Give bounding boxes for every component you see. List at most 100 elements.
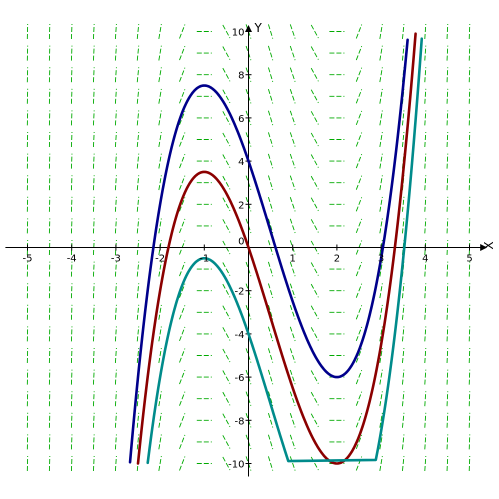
slope-segment	[468, 196, 471, 212]
slope-segment	[179, 391, 186, 406]
slope-segment	[179, 218, 186, 234]
slope-segment	[136, 196, 140, 212]
slope-segment	[179, 89, 186, 104]
slope-segment	[310, 327, 319, 341]
slope-segment	[379, 153, 383, 169]
slope-segment	[289, 413, 296, 428]
slope-segment	[114, 45, 117, 61]
slope-segment	[446, 455, 449, 472]
slope-segment	[267, 45, 274, 61]
x-axis-arrowhead	[480, 244, 488, 251]
slope-segment	[289, 197, 296, 212]
slope-segment	[92, 88, 95, 104]
slope-segment	[468, 23, 471, 40]
slope-segment	[355, 434, 363, 450]
slope-segment	[424, 45, 427, 61]
slope-segment	[70, 434, 73, 450]
slope-segment	[355, 369, 363, 385]
slope-segment	[379, 304, 383, 320]
slope-segment	[402, 45, 405, 61]
slope-segment	[136, 45, 140, 61]
slope-segment	[310, 67, 319, 82]
slope-segment	[267, 196, 274, 212]
slope-segment	[114, 153, 117, 169]
slope-segment	[402, 304, 405, 320]
slope-segment	[70, 196, 73, 212]
slope-segment	[70, 88, 73, 104]
slope-segment	[289, 326, 296, 342]
slope-segment	[136, 88, 140, 104]
slope-segment	[468, 175, 471, 191]
slope-segment	[92, 455, 95, 472]
slope-segment	[222, 197, 231, 212]
slope-segment	[179, 175, 186, 190]
solution-curves-layer	[128, 32, 424, 465]
slope-segment	[468, 131, 471, 148]
slope-segment	[222, 456, 231, 471]
slope-segment	[402, 110, 405, 126]
slope-segment	[179, 132, 186, 147]
slope-segment	[114, 175, 117, 191]
slope-segment	[310, 111, 319, 125]
slope-segment	[310, 391, 319, 406]
slope-segment	[468, 304, 471, 320]
slope-segment	[402, 434, 405, 450]
slope-segment	[446, 45, 449, 61]
slope-segment	[158, 67, 162, 83]
slope-segment	[424, 347, 427, 364]
slope-segment	[267, 304, 274, 320]
slope-segment	[424, 67, 427, 83]
slope-segment	[222, 413, 231, 428]
slope-segment	[92, 175, 95, 191]
slope-segment	[70, 175, 73, 191]
slope-segment	[310, 132, 319, 147]
slope-segment	[92, 153, 95, 169]
slope-segment	[158, 434, 162, 450]
slope-segment	[136, 391, 140, 407]
y-tick-label: 2	[238, 200, 244, 211]
slope-segment	[402, 23, 405, 40]
slope-segment	[402, 326, 405, 342]
slope-segment	[92, 196, 95, 212]
slope-segment	[379, 326, 383, 342]
slope-segment	[222, 111, 231, 125]
slope-segment	[402, 369, 405, 385]
slope-segment	[158, 24, 162, 39]
slope-segment	[222, 370, 231, 384]
slope-segment	[379, 369, 383, 385]
slope-segment	[179, 305, 186, 320]
slope-segment	[136, 153, 140, 169]
slope-segment	[136, 412, 140, 428]
slope-segment	[114, 23, 117, 40]
y-tick-label: 6	[238, 114, 244, 125]
slope-segment	[310, 283, 319, 298]
slope-segment	[179, 434, 186, 450]
slope-segment	[267, 67, 274, 83]
slope-segment	[310, 175, 319, 190]
slope-segment	[222, 175, 231, 190]
slope-segment	[179, 326, 186, 342]
slope-segment	[402, 218, 405, 234]
slope-segment	[468, 110, 471, 126]
slope-segment	[222, 154, 231, 168]
slope-segment	[158, 391, 162, 407]
solution-curve-2	[136, 32, 417, 465]
slope-segment	[92, 261, 95, 277]
slope-segment	[289, 24, 296, 39]
slope-segment	[402, 131, 405, 148]
x-tick-label: 4	[422, 254, 428, 265]
slope-segment	[222, 327, 231, 341]
slope-segment	[179, 110, 186, 126]
slope-segment	[92, 23, 95, 40]
slope-segment	[424, 455, 427, 472]
slope-segment	[402, 412, 405, 428]
slope-segment	[136, 131, 140, 148]
slope-segment	[267, 456, 274, 471]
slope-segment	[379, 261, 383, 277]
slope-segment	[379, 24, 383, 39]
slope-segment	[222, 262, 231, 276]
slope-segment	[355, 89, 363, 104]
slope-segment	[70, 304, 73, 320]
slope-segment	[424, 391, 427, 407]
slope-segment	[179, 261, 186, 277]
